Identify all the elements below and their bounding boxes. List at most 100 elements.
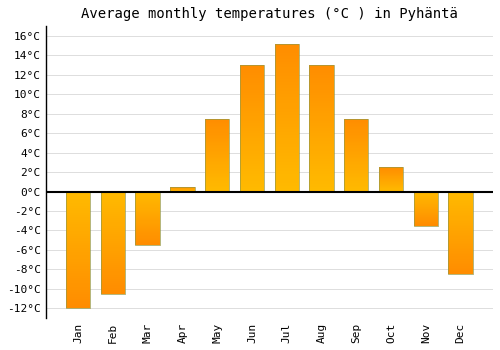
Bar [100, 212, 125, 214]
Bar [66, 296, 90, 299]
Bar [448, 206, 472, 208]
Bar [240, 88, 264, 90]
Bar [344, 126, 368, 127]
Bar [274, 171, 299, 174]
Bar [205, 184, 230, 186]
Bar [414, 224, 438, 225]
Bar [100, 261, 125, 263]
Bar [379, 167, 403, 168]
Bar [274, 106, 299, 109]
Bar [344, 125, 368, 126]
Bar [448, 223, 472, 225]
Bar [344, 178, 368, 180]
Bar [448, 258, 472, 259]
Bar [66, 268, 90, 271]
Bar [66, 208, 90, 210]
Bar [448, 225, 472, 226]
Bar [344, 168, 368, 170]
Bar [66, 306, 90, 308]
Bar [344, 155, 368, 156]
Bar [205, 173, 230, 174]
Bar [414, 192, 438, 193]
Bar [379, 175, 403, 176]
Bar [310, 70, 334, 73]
Bar [136, 233, 160, 235]
Bar [136, 216, 160, 217]
Bar [310, 90, 334, 93]
Bar [136, 206, 160, 208]
Bar [205, 161, 230, 162]
Bar [310, 126, 334, 128]
Bar [448, 250, 472, 251]
Bar [310, 169, 334, 172]
Bar [240, 68, 264, 70]
Bar [66, 252, 90, 254]
Bar [240, 164, 264, 166]
Bar [448, 203, 472, 205]
Bar [240, 169, 264, 172]
Bar [274, 159, 299, 162]
Bar [414, 206, 438, 207]
Bar [136, 217, 160, 218]
Bar [205, 177, 230, 178]
Bar [448, 262, 472, 264]
Bar [310, 144, 334, 146]
Bar [136, 211, 160, 212]
Bar [310, 78, 334, 80]
Bar [100, 249, 125, 251]
Bar [448, 239, 472, 241]
Bar [66, 285, 90, 287]
Bar [344, 190, 368, 191]
Bar [66, 287, 90, 289]
Bar [448, 248, 472, 250]
Bar [205, 129, 230, 130]
Bar [205, 148, 230, 149]
Bar [205, 186, 230, 187]
Bar [448, 220, 472, 221]
Bar [310, 75, 334, 78]
Bar [274, 62, 299, 64]
Bar [344, 133, 368, 135]
Bar [310, 93, 334, 96]
Bar [205, 145, 230, 146]
Bar [379, 182, 403, 183]
Bar [240, 116, 264, 118]
Bar [344, 173, 368, 174]
Bar [240, 85, 264, 88]
Bar [414, 210, 438, 211]
Bar [136, 241, 160, 242]
Bar [414, 202, 438, 203]
Bar [136, 225, 160, 226]
Bar [310, 116, 334, 118]
Bar [274, 44, 299, 47]
Bar [344, 120, 368, 121]
Bar [205, 139, 230, 140]
Bar [100, 265, 125, 267]
Bar [100, 238, 125, 240]
Bar [240, 93, 264, 96]
Bar [66, 201, 90, 203]
Bar [344, 174, 368, 175]
Bar [344, 186, 368, 187]
Bar [66, 198, 90, 201]
Bar [310, 96, 334, 98]
Bar [448, 193, 472, 195]
Bar [136, 219, 160, 220]
Bar [274, 141, 299, 144]
Bar [240, 156, 264, 159]
Bar [205, 183, 230, 184]
Bar [344, 152, 368, 154]
Bar [66, 217, 90, 219]
Bar [448, 256, 472, 258]
Bar [344, 127, 368, 129]
Bar [136, 208, 160, 209]
Bar [240, 151, 264, 154]
Bar [379, 189, 403, 190]
Bar [448, 253, 472, 254]
Bar [136, 222, 160, 223]
Bar [448, 230, 472, 231]
Bar [240, 108, 264, 111]
Bar [66, 222, 90, 224]
Bar [205, 187, 230, 189]
Bar [274, 186, 299, 189]
